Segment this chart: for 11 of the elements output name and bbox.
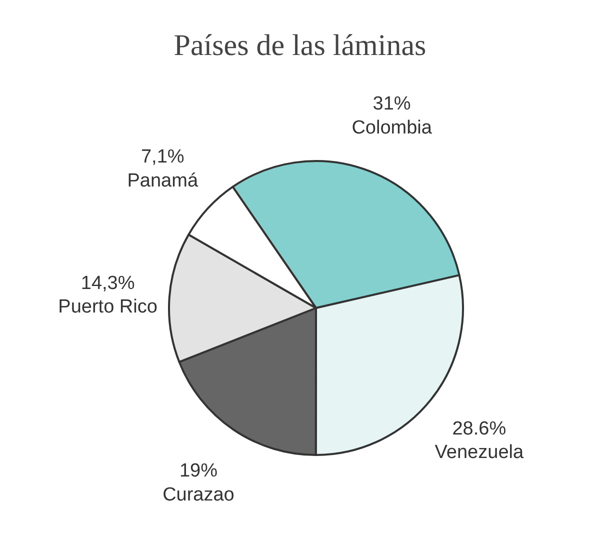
slice-label: Puerto Rico xyxy=(58,296,158,318)
data-label: 28.6% xyxy=(452,418,506,440)
chart-title: Países de las láminas xyxy=(174,29,426,62)
data-label: 31% xyxy=(372,94,411,115)
slice-label: Venezuela xyxy=(434,442,524,464)
slice-label: Panamá xyxy=(127,170,198,192)
slice-label: Curazao xyxy=(162,484,234,506)
data-label: 7,1% xyxy=(140,146,184,168)
slice-label: Colombia xyxy=(352,117,432,138)
data-label: 14,3% xyxy=(80,272,135,294)
data-label: 19% xyxy=(179,460,218,482)
